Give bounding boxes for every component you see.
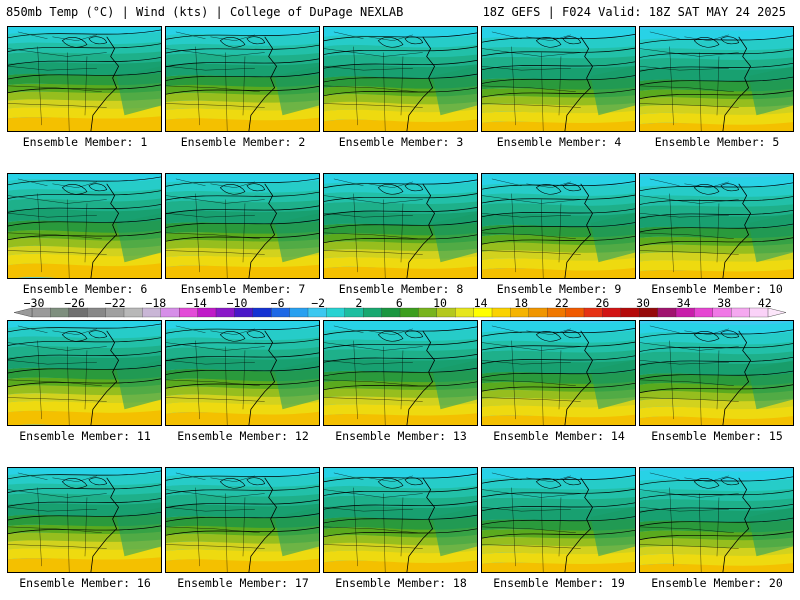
colorbar-tick-label: 26 — [595, 296, 610, 310]
ensemble-member-label: Ensemble Member: 13 — [335, 429, 467, 443]
ensemble-member-label: Ensemble Member: 19 — [493, 576, 625, 590]
colorbar-swatch — [731, 307, 751, 318]
temperature-field-map — [324, 174, 477, 278]
colorbar-tick-label: 22 — [554, 296, 569, 310]
colorbar-tick-label: 30 — [636, 296, 650, 310]
colorbar-swatch — [363, 307, 383, 318]
ensemble-member-label: Ensemble Member: 14 — [493, 429, 625, 443]
chart-title: 850mb Temp (°C) | Wind (kts) | College o… — [6, 5, 404, 19]
colorbar-tick-label: 18 — [514, 296, 529, 310]
ensemble-member-panel — [639, 26, 794, 132]
colorbar-tick-label: 2 — [355, 296, 363, 310]
ensemble-member-panel — [481, 26, 636, 132]
ensemble-member-panel — [165, 26, 320, 132]
temperature-field-map — [640, 468, 793, 572]
ensemble-member-panel — [7, 173, 162, 279]
ensemble-member-label: Ensemble Member: 18 — [335, 576, 467, 590]
temperature-colorbar — [13, 307, 787, 318]
temperature-field-map — [8, 174, 161, 278]
temperature-field-map — [8, 468, 161, 572]
colorbar-max-arrow — [767, 307, 787, 318]
ensemble-member-label: Ensemble Member: 1 — [22, 135, 148, 149]
temperature-field-map — [166, 468, 319, 572]
colorbar-tick-label: 42 — [757, 296, 772, 310]
temperature-field-map — [482, 27, 635, 131]
colorbar-min-arrow — [13, 307, 33, 318]
temperature-field-map — [482, 321, 635, 425]
ensemble-member-panel — [481, 320, 636, 426]
ensemble-member-label: Ensemble Member: 7 — [180, 282, 306, 296]
colorbar-swatch — [694, 307, 714, 318]
ensemble-member-label: Ensemble Member: 16 — [19, 576, 151, 590]
ensemble-member-panel — [323, 173, 478, 279]
ensemble-member-label: Ensemble Member: 12 — [177, 429, 309, 443]
colorbar-tick-label: −2 — [311, 296, 326, 310]
colorbar-tick-label: −22 — [104, 296, 126, 310]
ensemble-member-label: Ensemble Member: 10 — [651, 282, 783, 296]
ensemble-member-panel — [323, 320, 478, 426]
model-run-label: 18Z GEFS | F024 Valid: 18Z SAT MAY 24 20… — [482, 5, 786, 19]
temperature-field-map — [324, 468, 477, 572]
colorbar-swatch — [528, 307, 548, 318]
colorbar-tick-label: −18 — [145, 296, 167, 310]
colorbar-tick-label: −14 — [186, 296, 207, 310]
temperature-field-map — [8, 321, 161, 425]
ensemble-member-label: Ensemble Member: 17 — [177, 576, 309, 590]
temperature-field-map — [324, 27, 477, 131]
ensemble-member-label: Ensemble Member: 8 — [338, 282, 464, 296]
colorbar-swatch — [87, 307, 107, 318]
colorbar-tick-label: −6 — [270, 296, 285, 310]
ensemble-member-panel — [639, 173, 794, 279]
colorbar-tick-label: −10 — [226, 296, 248, 310]
colorbar-swatch — [491, 307, 511, 318]
ensemble-member-panel — [481, 173, 636, 279]
temperature-field-map — [482, 174, 635, 278]
ensemble-member-panel — [7, 26, 162, 132]
ensemble-member-panel — [7, 320, 162, 426]
colorbar-swatch — [252, 307, 272, 318]
ensemble-member-label: Ensemble Member: 15 — [651, 429, 783, 443]
colorbar-swatch — [455, 307, 475, 318]
ensemble-member-panel — [323, 467, 478, 573]
temperature-field-map — [166, 27, 319, 131]
ensemble-member-label: Ensemble Member: 5 — [654, 135, 780, 149]
ensemble-member-panel — [7, 467, 162, 573]
colorbar-swatch — [326, 307, 346, 318]
temperature-field-map — [324, 321, 477, 425]
colorbar-tick-label: −26 — [64, 296, 85, 310]
colorbar-swatch — [289, 307, 309, 318]
colorbar-tick-label: 38 — [717, 296, 732, 310]
colorbar-tick-label: 10 — [433, 296, 447, 310]
colorbar-swatch — [123, 307, 143, 318]
temperature-field-map — [8, 27, 161, 131]
colorbar-tick-label: −30 — [23, 296, 45, 310]
temperature-field-map — [482, 468, 635, 572]
ensemble-member-label: Ensemble Member: 3 — [338, 135, 464, 149]
colorbar-swatch — [657, 307, 677, 318]
colorbar-tick-label: 6 — [395, 296, 403, 310]
temperature-field-map — [166, 321, 319, 425]
ensemble-member-panel — [481, 467, 636, 573]
ensemble-member-label: Ensemble Member: 6 — [22, 282, 148, 296]
temperature-field-map — [640, 174, 793, 278]
temperature-field-map — [166, 174, 319, 278]
ensemble-member-label: Ensemble Member: 4 — [496, 135, 622, 149]
ensemble-member-panel — [639, 467, 794, 573]
ensemble-member-panel — [165, 173, 320, 279]
ensemble-member-panel — [165, 467, 320, 573]
ensemble-member-panel — [323, 26, 478, 132]
ensemble-member-label: Ensemble Member: 20 — [651, 576, 783, 590]
ensemble-member-label: Ensemble Member: 11 — [19, 429, 151, 443]
colorbar-tick-label: 14 — [473, 296, 488, 310]
temperature-field-map — [640, 321, 793, 425]
ensemble-member-panel — [639, 320, 794, 426]
ensemble-member-label: Ensemble Member: 9 — [496, 282, 622, 296]
ensemble-member-label: Ensemble Member: 2 — [180, 135, 306, 149]
colorbar-tick-label: 34 — [676, 296, 691, 310]
temperature-field-map — [640, 27, 793, 131]
ensemble-member-panel — [165, 320, 320, 426]
